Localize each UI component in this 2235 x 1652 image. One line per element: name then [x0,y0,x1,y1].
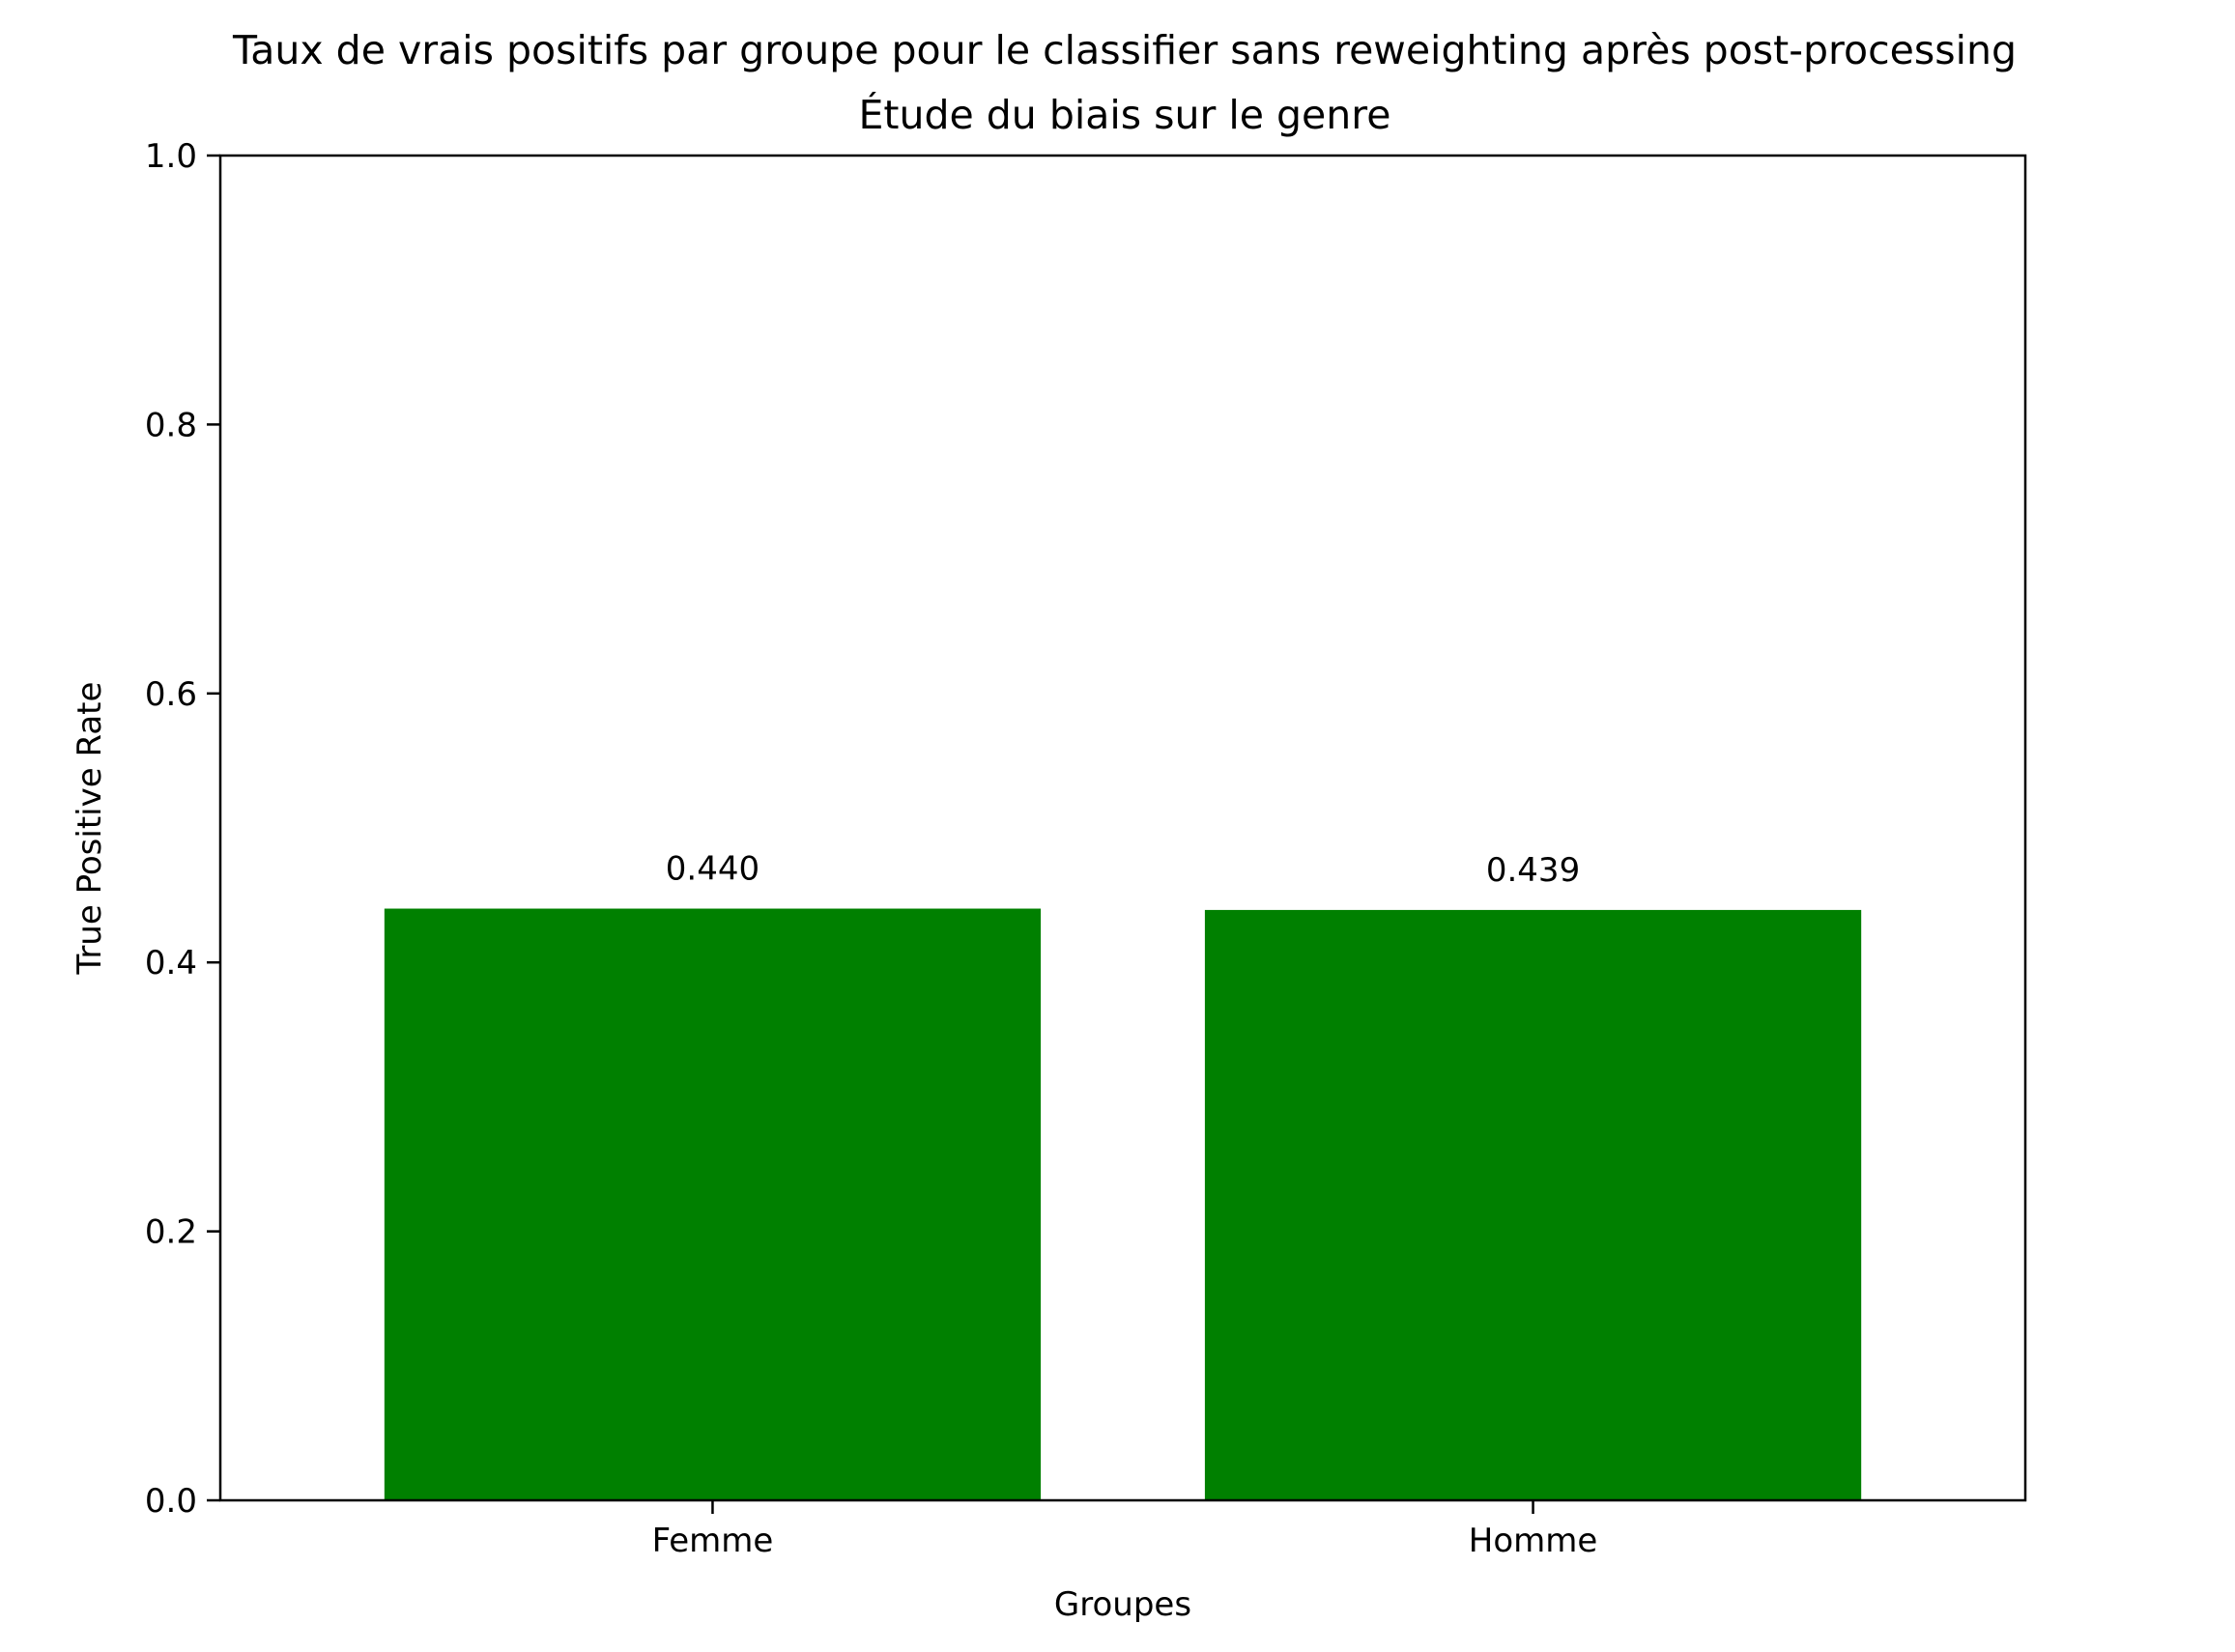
x-axis-label: Groupes [1054,1585,1191,1624]
y-tick-label: 0.2 [145,1213,197,1252]
bar-value-label-femme: 0.440 [666,850,759,889]
data-labels-layer: 0.440 0.439 [666,850,1580,890]
bar-femme [384,908,1042,1500]
x-tick-label-femme: Femme [652,1522,774,1560]
chart-subtitle: Étude du biais sur le genre [859,92,1391,138]
x-tick-label-homme: Homme [1469,1522,1598,1560]
y-tick-label: 0.4 [145,944,197,983]
plot-frame [218,154,2027,1502]
chart-title: Taux de vrais positifs par groupe pour l… [232,27,2017,73]
bars-layer [384,908,1862,1500]
y-tick-label: 0.6 [145,675,197,714]
x-axis: Femme Homme [652,1500,1598,1560]
y-axis-label: True Positive Rate [71,682,109,976]
y-tick-label: 0.0 [145,1482,197,1521]
bar-homme [1204,909,1862,1500]
y-tick-label: 0.8 [145,406,197,444]
y-axis: 0.0 0.2 0.4 0.6 0.8 1.0 [145,137,220,1521]
bar-value-label-homme: 0.439 [1486,851,1580,890]
y-tick-label: 1.0 [145,137,197,176]
